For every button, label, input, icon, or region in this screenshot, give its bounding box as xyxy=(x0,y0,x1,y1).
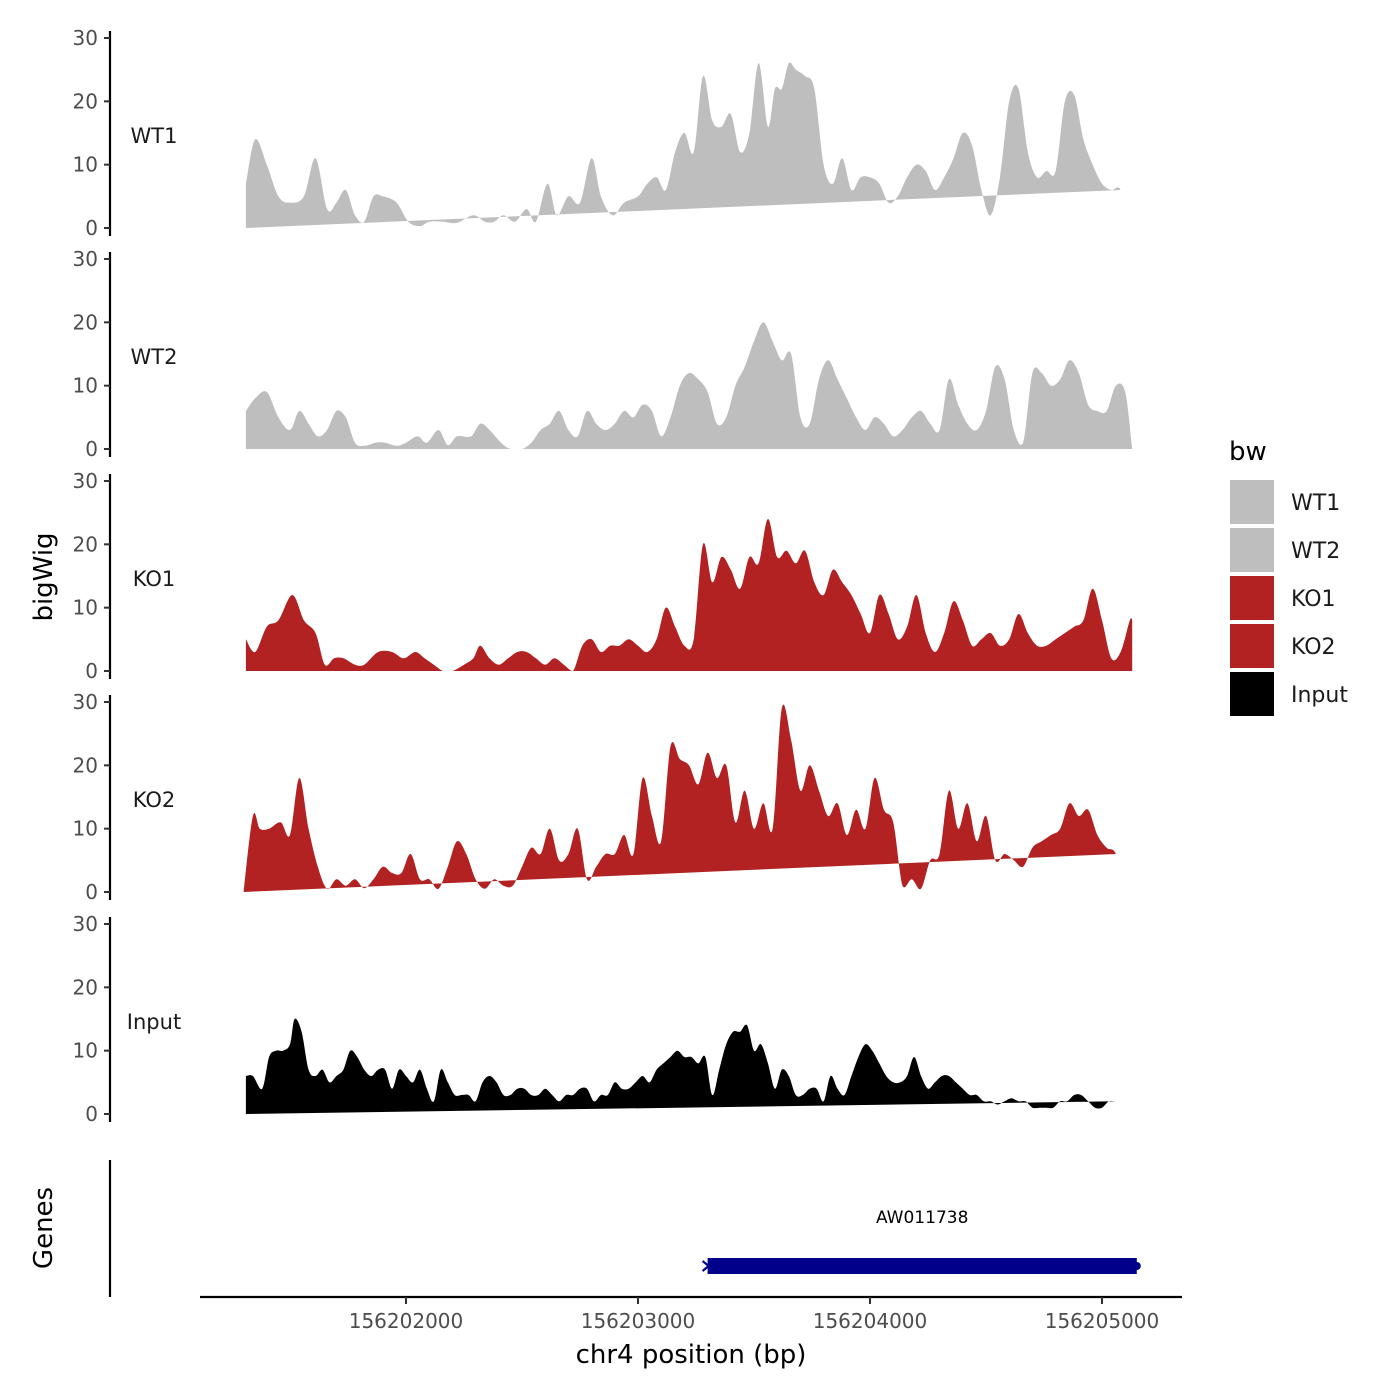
y-tick-label: 20 xyxy=(73,89,98,113)
legend-label: KO1 xyxy=(1291,587,1336,612)
track-input: 0 10 20 30 Input xyxy=(73,912,1116,1126)
legend: bw WT1 WT2 KO1 KO2 Input xyxy=(1229,437,1348,716)
coverage-area-wt2 xyxy=(245,322,1133,449)
track-wt2: 0 10 20 30 WT2 xyxy=(73,247,1133,461)
y-tick-label: 30 xyxy=(73,247,98,271)
x-tick-label: 156202000 xyxy=(349,1309,464,1333)
track-ko2: 0 10 20 30 KO2 xyxy=(73,690,1116,904)
legend-swatch xyxy=(1230,672,1274,716)
y-tick-label: 0 xyxy=(85,1102,98,1126)
legend-title: bw xyxy=(1229,437,1267,467)
track-label: WT2 xyxy=(131,345,178,369)
legend-swatch xyxy=(1230,576,1274,620)
x-axis: 156202000 156203000 156204000 156205000 xyxy=(349,1297,1160,1333)
legend-item-wt2: WT2 xyxy=(1230,528,1340,572)
gene-body xyxy=(707,1258,1137,1274)
legend-item-ko1: KO1 xyxy=(1230,576,1336,620)
y-tick-label: 0 xyxy=(85,216,98,240)
legend-swatch xyxy=(1230,528,1274,572)
y-tick-label: 10 xyxy=(73,817,98,841)
y-tick-label: 20 xyxy=(73,975,98,999)
legend-swatch xyxy=(1230,624,1274,668)
y-tick-label: 10 xyxy=(73,153,98,177)
coverage-area-wt1 xyxy=(245,62,1121,228)
legend-label: WT1 xyxy=(1291,491,1340,516)
gene-label: AW011738 xyxy=(876,1208,968,1228)
legend-label: WT2 xyxy=(1291,539,1340,564)
coverage-area-input xyxy=(245,1018,1116,1114)
y-tick-label: 0 xyxy=(85,880,98,904)
legend-item-input: Input xyxy=(1230,672,1348,716)
y-tick-label: 20 xyxy=(73,532,98,556)
bigwig-tracks: 0 10 20 30 WT1 0 10 20 30 WT2 0 10 20 30 KO1 0 10 20 30 KO2… xyxy=(73,26,1133,1126)
x-axis-title: chr4 position (bp) xyxy=(576,1340,807,1370)
y-tick-label: 10 xyxy=(73,1039,98,1063)
y-tick-label: 30 xyxy=(73,26,98,50)
legend-item-ko2: KO2 xyxy=(1230,624,1336,668)
gene-panel: AW011738 xyxy=(108,1160,1141,1297)
gene-panel-title: Genes xyxy=(29,1187,59,1269)
y-tick-label: 0 xyxy=(85,659,98,683)
x-tick-label: 156204000 xyxy=(813,1309,928,1333)
coverage-area-ko2 xyxy=(243,704,1116,892)
y-axis-title: bigWig xyxy=(29,532,59,621)
track-label: Input xyxy=(127,1010,181,1034)
y-tick-label: 10 xyxy=(73,374,98,398)
y-tick-label: 20 xyxy=(73,310,98,334)
y-tick-label: 20 xyxy=(73,753,98,777)
y-tick-label: 10 xyxy=(73,596,98,620)
legend-label: KO2 xyxy=(1291,635,1336,660)
track-wt1: 0 10 20 30 WT1 xyxy=(73,26,1121,240)
track-label: KO2 xyxy=(133,788,176,812)
y-tick-label: 30 xyxy=(73,690,98,714)
gene-aw011738: AW011738 xyxy=(701,1208,1141,1274)
legend-swatch xyxy=(1230,480,1274,524)
x-tick-label: 156205000 xyxy=(1045,1309,1160,1333)
legend-label: Input xyxy=(1291,683,1348,708)
strand-arrow xyxy=(701,1260,711,1272)
y-tick-label: 0 xyxy=(85,437,98,461)
x-tick-label: 156203000 xyxy=(581,1309,696,1333)
track-label: KO1 xyxy=(133,567,176,591)
coverage-area-ko1 xyxy=(245,518,1133,671)
y-tick-label: 30 xyxy=(73,912,98,936)
gene-end-cap xyxy=(1132,1262,1141,1270)
y-tick-label: 30 xyxy=(73,469,98,493)
track-label: WT1 xyxy=(131,124,178,148)
track-ko1: 0 10 20 30 KO1 xyxy=(73,469,1133,683)
legend-item-wt1: WT1 xyxy=(1230,480,1340,524)
